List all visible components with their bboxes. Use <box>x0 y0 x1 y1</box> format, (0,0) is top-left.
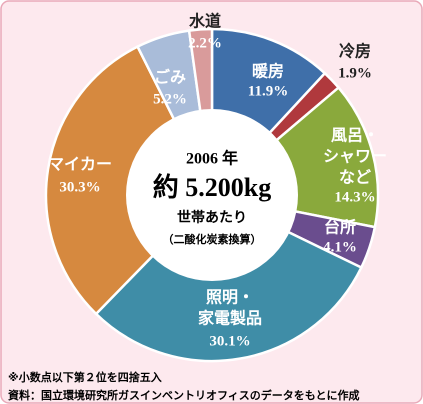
center-sub: 世帯あたり <box>177 209 247 226</box>
slice-label: ごみ <box>154 68 186 87</box>
slice-label: など <box>339 168 371 187</box>
center-year: 2006 年 <box>186 149 238 168</box>
slice-label: 水道 <box>189 12 221 31</box>
value-label: 4.1% <box>323 239 357 255</box>
slice-label: 台所 <box>324 218 356 237</box>
slice-label: シャワー <box>323 147 387 166</box>
value-label: 1.9% <box>338 65 372 81</box>
source: 資料：国立環境研究所ガスインベントリオフィスのデータをもとに作成 <box>8 388 360 402</box>
value-label: 14.3% <box>334 189 375 205</box>
center-note: （二酸化炭素換算） <box>163 232 262 246</box>
value-label: 11.9% <box>248 83 288 99</box>
slice-label: 風呂・ <box>331 126 379 145</box>
slice-label: 家電製品 <box>198 309 262 328</box>
donut-hole <box>126 109 298 281</box>
value-label: 30.3% <box>59 179 100 195</box>
value-label: 2.2% <box>188 35 222 51</box>
center-total: 約 5.200kg <box>153 172 271 202</box>
slice-label: マイカー <box>48 155 112 174</box>
slice-label: 冷房 <box>339 42 371 61</box>
value-label: 30.1% <box>209 333 250 349</box>
value-label: 5.2% <box>153 91 187 107</box>
slice-label: 暖房 <box>252 62 284 81</box>
slice-label: 照明・ <box>206 288 254 307</box>
footnote: ※小数点以下第２位を四捨五入 <box>8 370 162 384</box>
